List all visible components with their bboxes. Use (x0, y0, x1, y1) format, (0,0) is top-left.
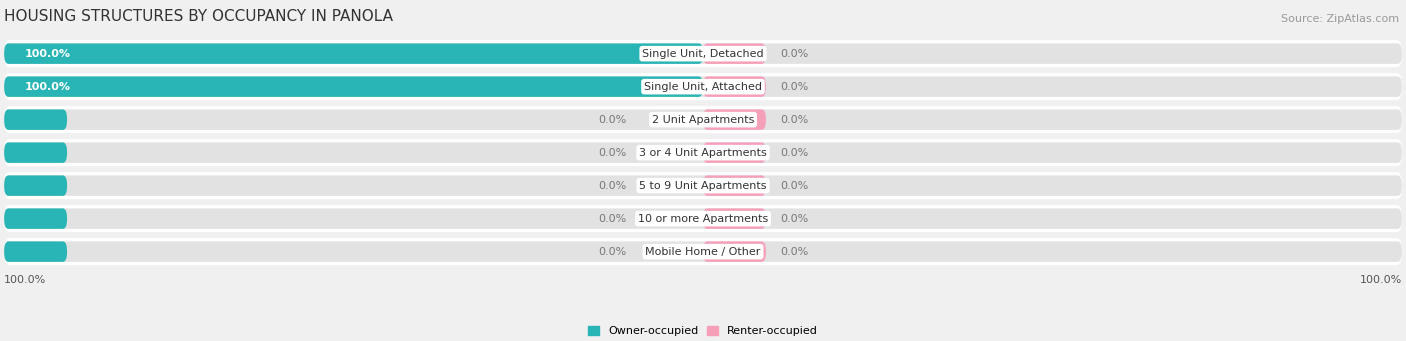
Text: 0.0%: 0.0% (780, 115, 808, 125)
FancyBboxPatch shape (4, 73, 1402, 100)
FancyBboxPatch shape (4, 143, 67, 163)
Text: Single Unit, Attached: Single Unit, Attached (644, 81, 762, 92)
Legend: Owner-occupied, Renter-occupied: Owner-occupied, Renter-occupied (583, 322, 823, 341)
Text: 0.0%: 0.0% (598, 115, 626, 125)
Text: 0.0%: 0.0% (780, 247, 808, 257)
FancyBboxPatch shape (4, 241, 67, 262)
Text: 0.0%: 0.0% (598, 247, 626, 257)
FancyBboxPatch shape (4, 43, 703, 64)
Text: 2 Unit Apartments: 2 Unit Apartments (652, 115, 754, 125)
FancyBboxPatch shape (4, 238, 1402, 265)
Text: 100.0%: 100.0% (1360, 275, 1402, 285)
FancyBboxPatch shape (703, 76, 766, 97)
FancyBboxPatch shape (703, 175, 766, 196)
Text: 100.0%: 100.0% (25, 49, 72, 59)
FancyBboxPatch shape (703, 208, 766, 229)
Text: 0.0%: 0.0% (780, 181, 808, 191)
FancyBboxPatch shape (4, 139, 1402, 166)
Text: 100.0%: 100.0% (4, 275, 46, 285)
FancyBboxPatch shape (4, 208, 1402, 229)
FancyBboxPatch shape (4, 76, 703, 97)
Text: Single Unit, Detached: Single Unit, Detached (643, 49, 763, 59)
FancyBboxPatch shape (4, 106, 1402, 133)
FancyBboxPatch shape (4, 208, 67, 229)
Text: 10 or more Apartments: 10 or more Apartments (638, 213, 768, 224)
Text: 0.0%: 0.0% (598, 148, 626, 158)
FancyBboxPatch shape (4, 241, 1402, 262)
Text: Mobile Home / Other: Mobile Home / Other (645, 247, 761, 257)
FancyBboxPatch shape (4, 40, 1402, 67)
Text: 0.0%: 0.0% (780, 213, 808, 224)
FancyBboxPatch shape (4, 109, 67, 130)
FancyBboxPatch shape (4, 43, 1402, 64)
Text: 100.0%: 100.0% (25, 81, 72, 92)
FancyBboxPatch shape (4, 109, 1402, 130)
Text: Source: ZipAtlas.com: Source: ZipAtlas.com (1281, 14, 1399, 24)
FancyBboxPatch shape (703, 43, 766, 64)
FancyBboxPatch shape (4, 76, 1402, 97)
Text: 0.0%: 0.0% (598, 213, 626, 224)
FancyBboxPatch shape (4, 175, 1402, 196)
FancyBboxPatch shape (4, 175, 67, 196)
FancyBboxPatch shape (703, 109, 766, 130)
Text: 0.0%: 0.0% (780, 148, 808, 158)
Text: 0.0%: 0.0% (780, 81, 808, 92)
FancyBboxPatch shape (4, 143, 1402, 163)
Text: 0.0%: 0.0% (780, 49, 808, 59)
FancyBboxPatch shape (4, 172, 1402, 199)
FancyBboxPatch shape (4, 205, 1402, 232)
Text: 0.0%: 0.0% (598, 181, 626, 191)
FancyBboxPatch shape (703, 241, 766, 262)
Text: 5 to 9 Unit Apartments: 5 to 9 Unit Apartments (640, 181, 766, 191)
Text: HOUSING STRUCTURES BY OCCUPANCY IN PANOLA: HOUSING STRUCTURES BY OCCUPANCY IN PANOL… (4, 9, 394, 24)
Text: 3 or 4 Unit Apartments: 3 or 4 Unit Apartments (640, 148, 766, 158)
FancyBboxPatch shape (703, 143, 766, 163)
